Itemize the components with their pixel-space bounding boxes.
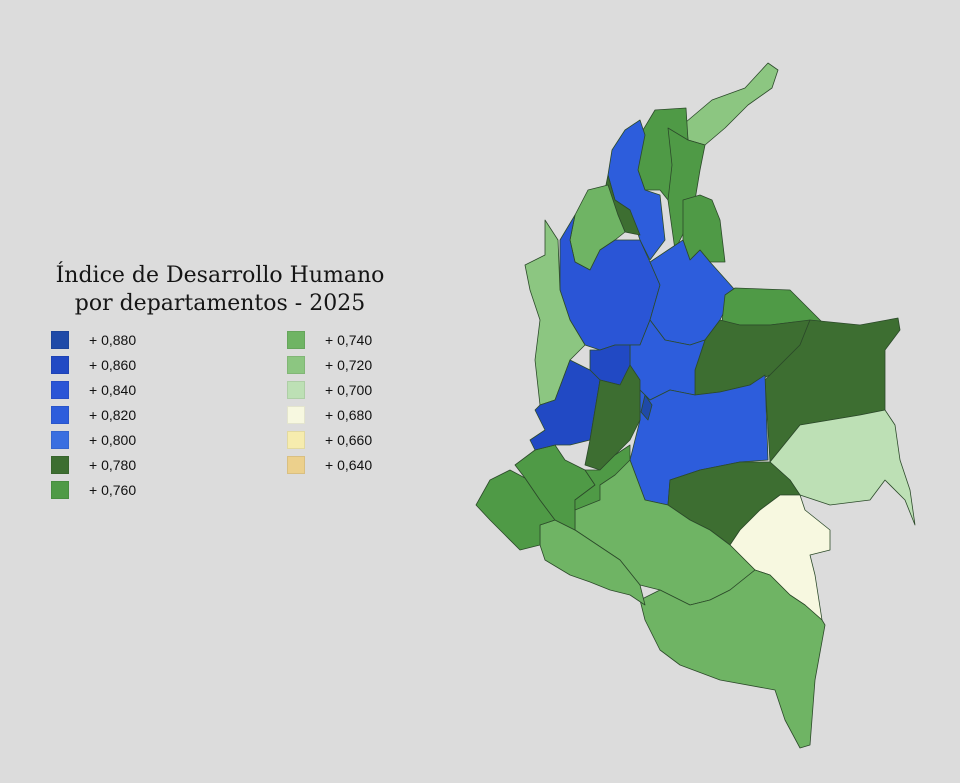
legend-item: + 0,820 <box>51 405 136 425</box>
title-line-2: por departamentos - 2025 <box>74 291 366 316</box>
department-bogota <box>640 394 653 421</box>
legend-item: + 0,780 <box>51 455 136 475</box>
legend-label: + 0,760 <box>89 482 137 498</box>
legend-label: + 0,720 <box>325 357 373 373</box>
department-narino <box>475 469 556 551</box>
legend-swatch <box>287 431 305 449</box>
legend-swatch <box>51 331 69 349</box>
legend-swatch <box>51 431 69 449</box>
legend-item: + 0,800 <box>51 430 136 450</box>
legend-swatch <box>51 456 69 474</box>
legend-item: + 0,700 <box>287 380 372 400</box>
legend-label: + 0,820 <box>89 407 137 423</box>
legend-label: + 0,800 <box>89 432 137 448</box>
department-amazonas <box>639 569 826 749</box>
legend-swatch <box>51 381 69 399</box>
legend-swatch <box>287 406 305 424</box>
legend-label: + 0,880 <box>89 332 137 348</box>
legend-swatch <box>51 406 69 424</box>
legend-swatch <box>287 456 305 474</box>
legend-item: + 0,640 <box>287 455 372 475</box>
department-tolima <box>584 364 641 471</box>
department-norte-santander <box>682 194 726 263</box>
department-putumayo <box>539 519 646 606</box>
legend-item: + 0,860 <box>51 355 136 375</box>
legend-swatch <box>287 356 305 374</box>
legend-item: + 0,880 <box>51 330 136 350</box>
legend-swatch <box>287 381 305 399</box>
legend-swatch <box>51 356 69 374</box>
legend-item: + 0,740 <box>287 330 372 350</box>
legend-item: + 0,760 <box>51 480 136 500</box>
department-guainia <box>769 409 916 526</box>
department-choco <box>524 219 586 406</box>
legend-label: + 0,680 <box>325 407 373 423</box>
title-line-1: Índice de Desarrollo Humano <box>55 263 385 288</box>
department-huila <box>574 444 631 511</box>
legend-label: + 0,740 <box>325 332 373 348</box>
legend-item: + 0,680 <box>287 405 372 425</box>
legend-item: + 0,840 <box>51 380 136 400</box>
department-la-guajira <box>685 62 779 146</box>
legend-item: + 0,660 <box>287 430 372 450</box>
legend-swatch <box>51 481 69 499</box>
legend-label: + 0,780 <box>89 457 137 473</box>
legend-swatch <box>287 331 305 349</box>
legend-label: + 0,860 <box>89 357 137 373</box>
legend-label: + 0,660 <box>325 432 373 448</box>
legend-label: + 0,640 <box>325 457 373 473</box>
map-title: Índice de Desarrollo Humano por departam… <box>40 262 400 318</box>
legend-label: + 0,840 <box>89 382 137 398</box>
legend-item: + 0,720 <box>287 355 372 375</box>
department-arauca <box>721 287 826 326</box>
legend-label: + 0,700 <box>325 382 373 398</box>
